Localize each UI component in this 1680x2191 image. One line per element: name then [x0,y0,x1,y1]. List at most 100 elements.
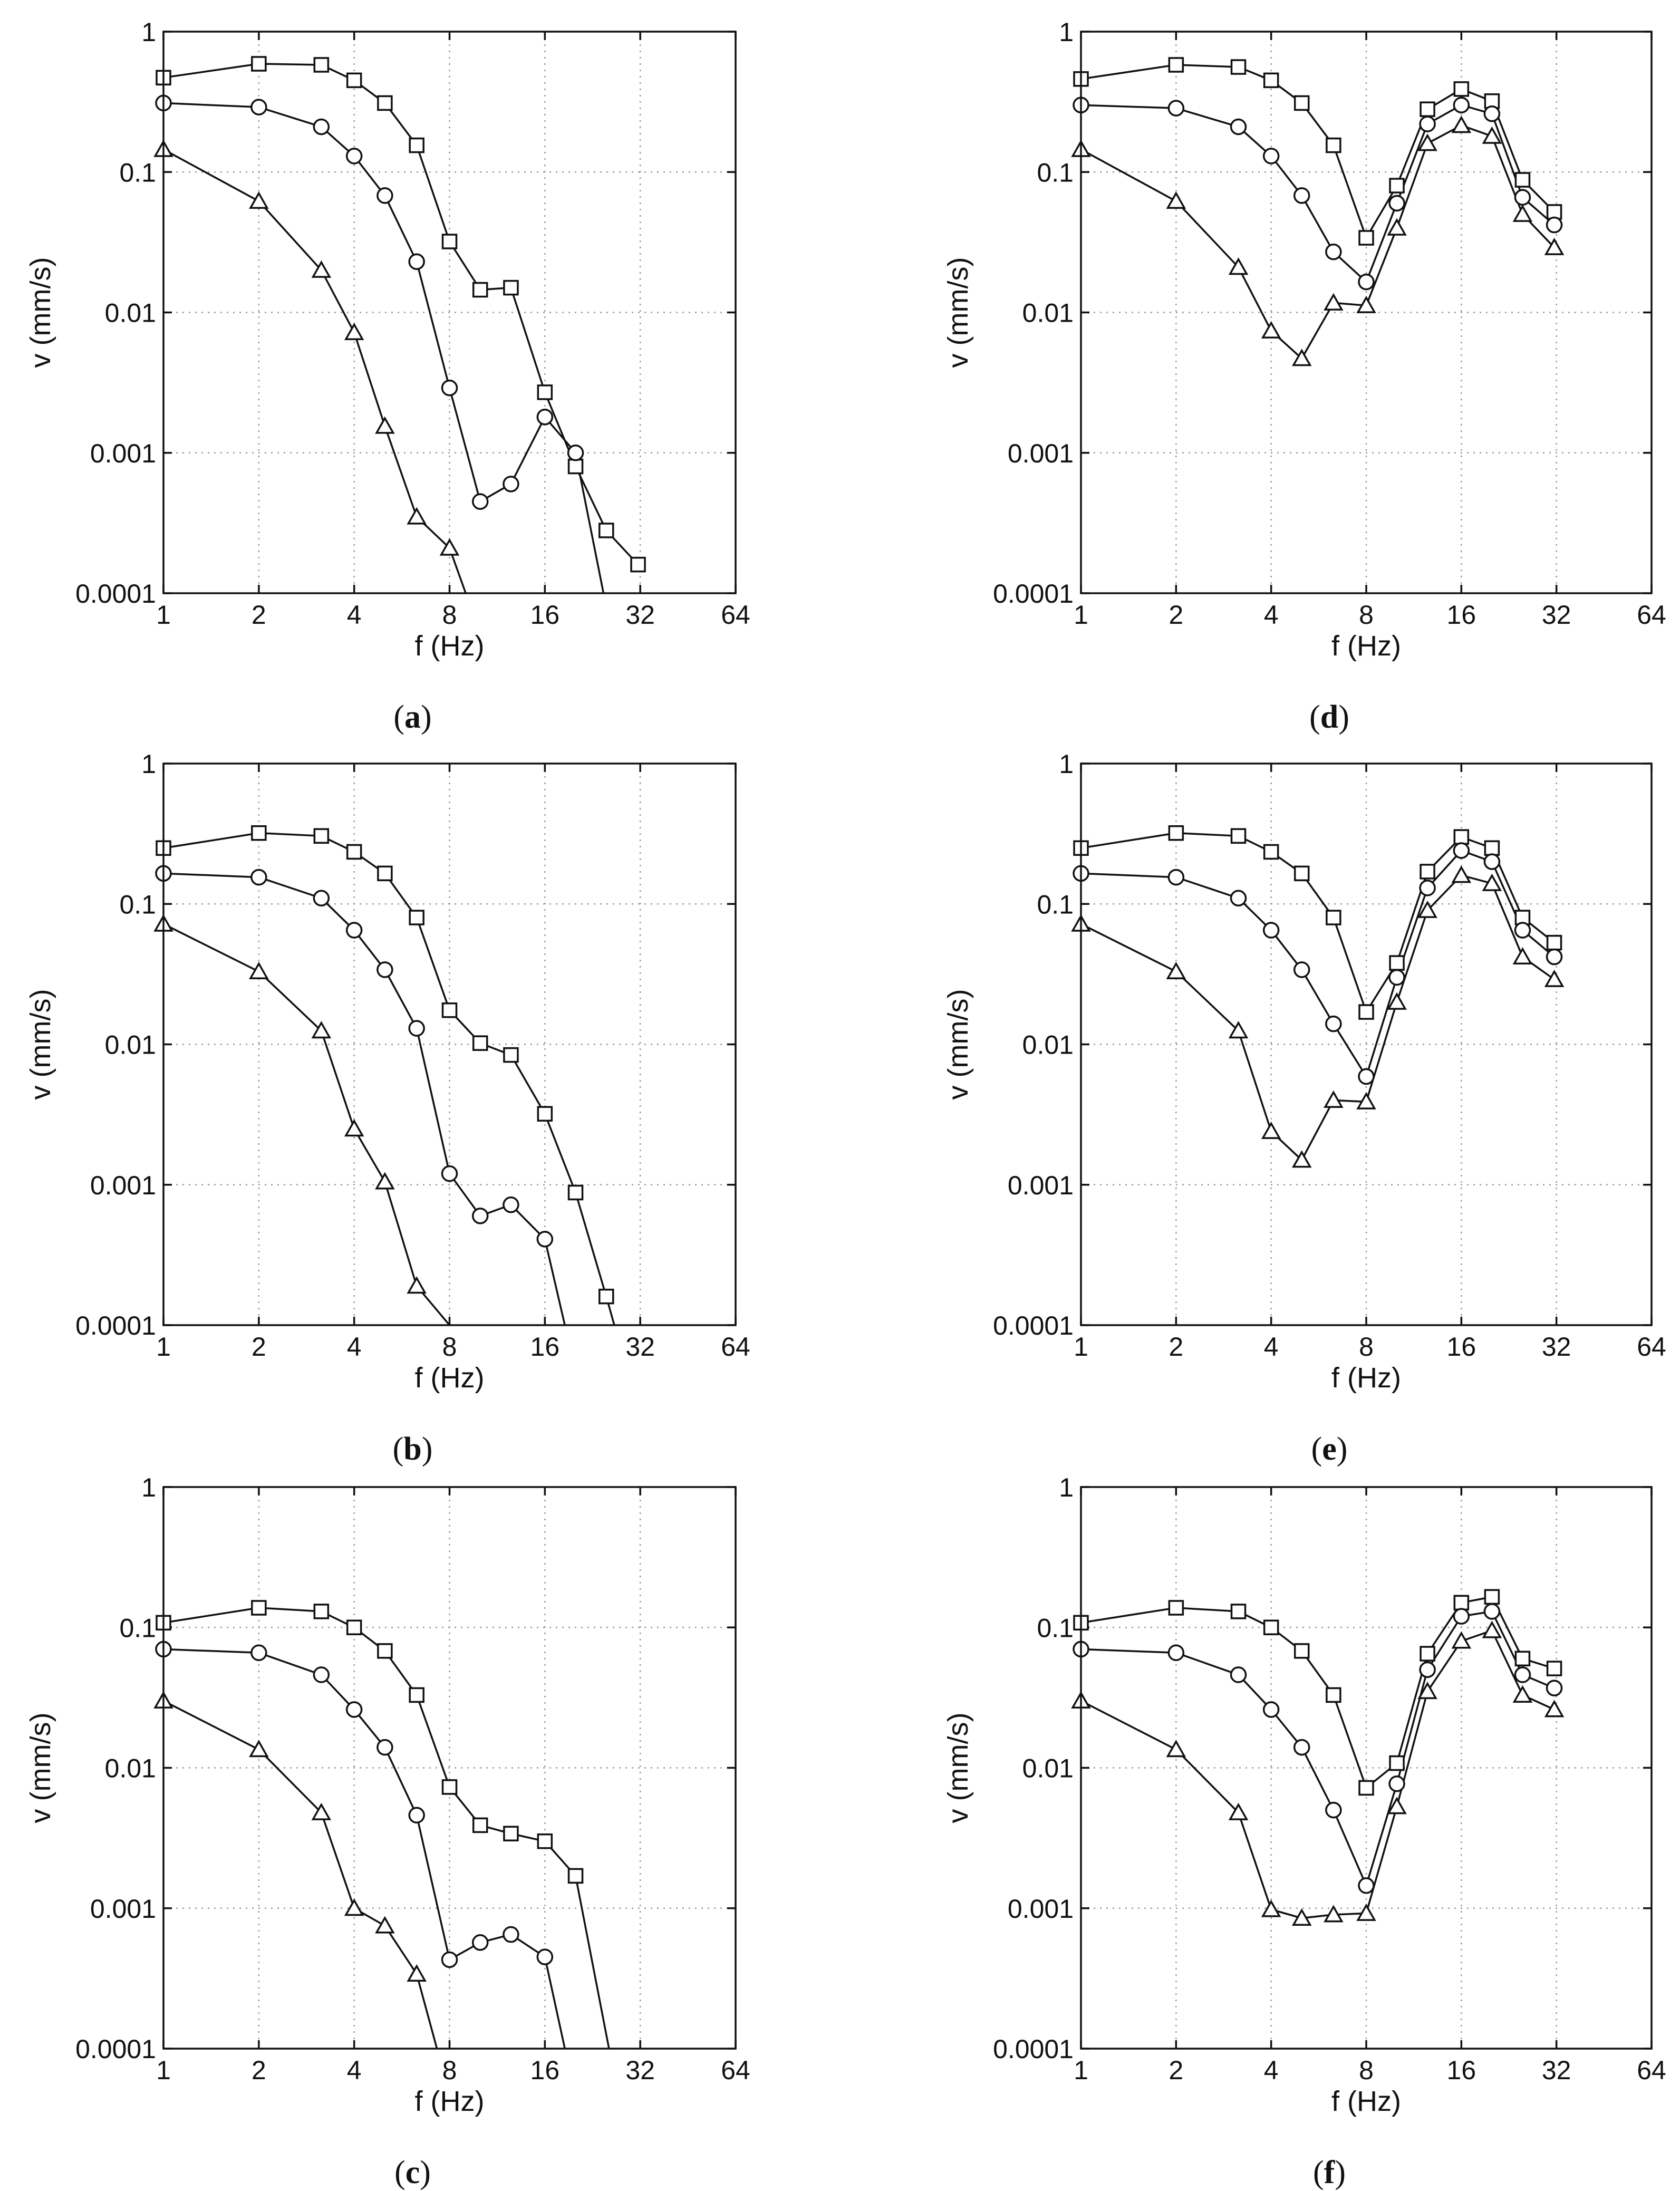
chart-c-circle-point [250,1644,267,1662]
chart-c-frame [162,1486,737,2050]
chart-a-caption-letter: a [404,699,421,735]
chart-d-triangle-point [1512,204,1533,222]
chart-e-data [1081,832,1555,1162]
chart-b-triangle-point [407,1276,427,1294]
chart-f-series-square-line [1081,1596,1555,1790]
chart-b-triangle-point [311,1021,332,1039]
chart-a-circle-point [441,379,458,397]
chart-c-caption-open: ( [394,2155,405,2190]
chart-f-square-point [1389,1755,1405,1771]
chart-c-square-point [537,1833,553,1849]
chart-a-xtick-label: 8 [442,600,457,630]
chart-f-triangle-point [1261,1899,1281,1917]
chart-c-xtick-label: 32 [625,2055,655,2085]
chart-a-ytick-label: 0.1 [119,158,156,187]
chart-d-ylabel: v (mm/s) [942,257,974,368]
chart-f-circle-point [1293,1739,1310,1756]
chart-e-circle-point [1483,853,1501,870]
chart-c-circle-point [313,1666,330,1683]
chart-e-ytick-label: 1 [1059,749,1074,779]
chart-b-xtick-label: 8 [442,1332,457,1362]
chart-b-square-point [441,1002,458,1018]
chart-b-series-square-line [163,832,615,1325]
chart-d-circle-point [1293,187,1310,204]
chart-a-square-point [409,137,424,153]
chart-e-xtick-label: 4 [1264,1332,1279,1362]
chart-c-series-triangle-line [163,1700,438,2049]
chart-a-circle-point [313,118,330,136]
chart-e-triangle-point [1544,969,1565,987]
chart-f-xtick-label: 1 [1074,2055,1088,2085]
chart-f-triangle-point [1417,1682,1437,1700]
chart-e-triangle-point [1166,961,1186,979]
chart-a-square-point [472,282,488,298]
chart-f-triangle-point [1512,1685,1533,1703]
chart-f-series-circle-line [1081,1610,1555,1888]
chart-d-triangle-point [1261,321,1281,339]
chart-f-xtick-label: 32 [1542,2055,1571,2085]
chart-c-series-square-line [163,1607,610,2049]
chart-e-caption-letter: e [1322,1431,1337,1467]
chart-a-circle-point [345,148,363,165]
chart-e-triangle-point [1356,1092,1376,1109]
chart-e-ytick-label: 0.1 [1037,890,1074,919]
chart-b-frame [162,762,737,1326]
chart-b-square-point [346,844,362,860]
chart-c-caption: (c) [394,2155,431,2190]
chart-c-circle-point [536,1948,554,1965]
chart-d-ytick-label: 0.01 [1022,298,1074,328]
chart-d-square-point [1514,172,1531,188]
chart-e-xtick-label: 2 [1169,1332,1183,1362]
chart-d-ytick-label: 1 [1059,17,1074,47]
chart-b-caption-letter: b [403,1431,421,1467]
chart-a-triangle-point [311,260,332,278]
chart-a-caption-close: ) [421,699,432,735]
chart-f-square-point [1263,1619,1279,1635]
chart-d-square-point [1263,72,1279,89]
chart-e-xtick-label: 64 [1637,1332,1666,1362]
chart-a-ytick-label: 0.0001 [75,579,156,609]
chart-f-ylabel: v (mm/s) [942,1713,974,1823]
chart-c-triangle-point [311,1802,332,1820]
chart-a-ytick-label: 0.01 [105,298,156,328]
chart-c-circle-point [376,1739,393,1756]
chart-d-circle-point [1453,96,1470,113]
chart-f-square-point [1358,1780,1374,1796]
chart-c-xtick-label: 16 [530,2055,560,2085]
chart-f-circle-point [1388,1775,1405,1792]
chart-d-caption: (d) [1309,699,1349,735]
chart-f-ytick-label: 0.001 [1008,1894,1074,1924]
chart-f-circle-point [1419,1661,1436,1678]
chart-b-ytick-label: 0.001 [90,1171,156,1200]
chart-d-square-point [1293,95,1310,111]
chart-d-square-point [1358,230,1374,246]
chart-a-square-point [537,384,553,400]
chart-a-xtick-label: 1 [156,600,171,630]
chart-e-circle-point [1325,1015,1342,1032]
chart-f-triangle-point [1291,1908,1312,1926]
chart-b-square-point [377,865,393,882]
chart-e-xtick-label: 8 [1359,1332,1374,1362]
chart-b-xtick-label: 16 [530,1332,560,1362]
chart-d-data [1081,64,1555,360]
chart-d-circle-point [1514,189,1531,206]
chart-f-triangle-point [1228,1802,1249,1820]
chart-d-ytick-label: 0.0001 [993,579,1074,609]
chart-f-circle-point [1483,1603,1501,1620]
chart-f-triangle-point [1356,1903,1376,1921]
chart-c-series-circle-line [163,1648,566,2049]
chart-a-frame [162,31,737,594]
chart-f-circle-point [1167,1644,1185,1662]
chart-f-triangle-point [1166,1740,1186,1758]
chart-b-circle-point [250,868,267,886]
chart-f-caption-open: ( [1313,2155,1324,2190]
chart-e-caption-open: ( [1311,1431,1322,1467]
chart-f-square-point [1514,1651,1531,1667]
chart-d-triangle-point [1356,295,1376,313]
chart-b-caption: (b) [393,1431,433,1467]
chart-f-triangle-point [1544,1700,1565,1717]
chart-e-circle-point [1388,969,1405,986]
chart-e-triangle-point [1451,865,1472,883]
chart-d-xlabel: f (Hz) [1331,630,1401,662]
chart-c-ytick-label: 1 [141,1473,156,1502]
